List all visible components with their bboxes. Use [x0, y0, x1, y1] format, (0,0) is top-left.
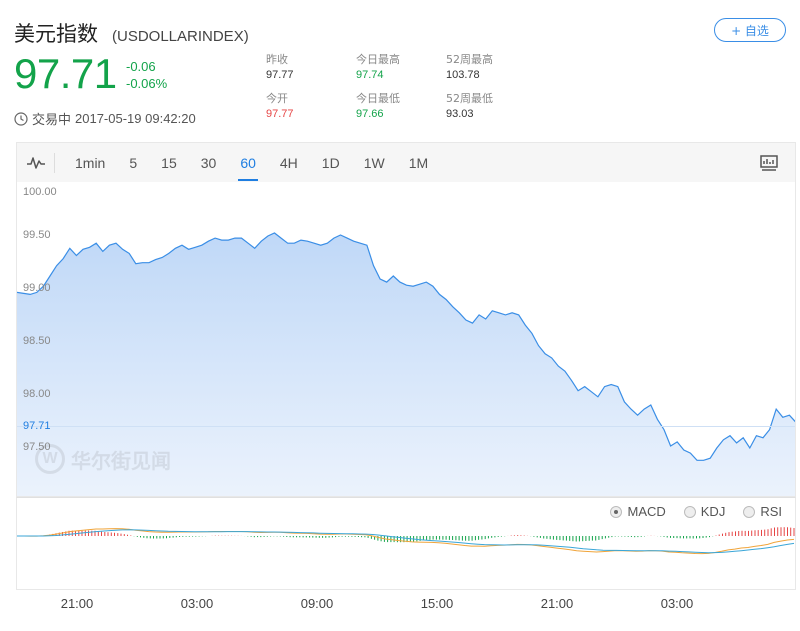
timestamp: 2017-05-19 09:42:20	[75, 111, 196, 126]
current-value-label: 97.71	[23, 420, 51, 432]
stat-value: 103.78	[446, 69, 480, 81]
trading-status: 交易中 2017-05-19 09:42:20	[14, 109, 196, 128]
change-value: -0.06	[126, 59, 156, 74]
indicator-panel	[16, 497, 796, 590]
stat-label: 今日最高	[356, 53, 400, 66]
radio-icon[interactable]	[683, 505, 696, 518]
indicator-rsi[interactable]: RSI	[743, 504, 782, 519]
indicator-label: KDJ	[700, 504, 726, 519]
indicator-label: RSI	[760, 504, 782, 519]
stat-value: 93.03	[446, 108, 474, 120]
indicator-label: MACD	[627, 504, 666, 519]
fullscreen-chart-icon[interactable]	[759, 153, 779, 173]
stat-label: 今开	[266, 92, 288, 105]
tab-4h[interactable]: 4H	[279, 154, 298, 171]
tab-60[interactable]: 60	[228, 143, 268, 183]
x-tick-label: 03:00	[660, 596, 694, 611]
tab-1w[interactable]: 1W	[363, 154, 385, 171]
stat-today-high: 今日最高 97.74	[356, 53, 446, 83]
price-chart[interactable]: 100.00 99.50 99.00 98.50 98.00 97.71 97.…	[16, 182, 796, 497]
stat-value: 97.77	[266, 69, 294, 81]
stat-52w-high: 52周最高 103.78	[446, 53, 536, 83]
stat-open: 今开 97.77	[266, 92, 356, 122]
x-tick-label: 15:00	[420, 596, 454, 611]
add-watchlist-button[interactable]: + 自选	[714, 18, 786, 42]
macd-dea-line	[17, 529, 795, 554]
indicator-macd[interactable]: MACD	[610, 504, 666, 519]
indicator-kdj[interactable]: KDJ	[683, 504, 726, 519]
watermark: W 华尔街见闻	[35, 444, 171, 474]
y-tick-label: 100.00	[23, 186, 57, 198]
tab-1min[interactable]: 1min	[75, 154, 106, 171]
radio-icon[interactable]	[743, 505, 756, 518]
macd-dif-line	[17, 528, 795, 555]
x-tick-label: 09:00	[300, 596, 334, 611]
price-change: -0.06 -0.06%	[126, 58, 167, 92]
stat-label: 52周最高	[446, 53, 493, 66]
watermark-logo-icon: W	[35, 444, 65, 474]
tab-1d[interactable]: 1D	[321, 154, 340, 171]
tab-5[interactable]: 5	[129, 154, 138, 171]
macd-chart	[17, 527, 795, 555]
chart-type-icon[interactable]	[17, 152, 55, 173]
change-percent: -0.06%	[126, 76, 168, 91]
stat-today-low: 今日最低 97.66	[356, 92, 446, 122]
price-chart-svg	[17, 232, 795, 496]
x-axis: 21:00 03:00 09:00 15:00 21:00 03:00	[16, 594, 796, 614]
x-tick-label: 21:00	[540, 596, 574, 611]
current-price: 97.71	[14, 50, 117, 97]
x-tick-label: 21:00	[60, 596, 94, 611]
stat-prev-close: 昨收 97.77	[266, 53, 356, 83]
price-area	[17, 233, 795, 496]
y-tick-label: 98.50	[23, 335, 51, 347]
chart-toolbar: 1min 5 15 30 60 4H 1D 1W 1M	[16, 142, 796, 182]
instrument-name: 美元指数	[14, 22, 98, 46]
instrument-title: 美元指数 (USDOLLARINDEX)	[14, 18, 249, 48]
status-text: 交易中	[32, 113, 72, 128]
x-tick-label: 03:00	[180, 596, 214, 611]
stat-value: 97.74	[356, 69, 384, 81]
price-line	[17, 232, 795, 461]
stat-label: 昨收	[266, 53, 288, 66]
tab-30[interactable]: 30	[200, 154, 217, 171]
clock-icon	[14, 111, 28, 126]
radio-icon[interactable]	[610, 505, 623, 518]
watermark-text: 华尔街见闻	[71, 448, 171, 473]
stat-label: 今日最低	[356, 92, 400, 105]
indicator-selector: MACD KDJ RSI	[610, 504, 782, 519]
stat-value: 97.66	[356, 108, 384, 120]
stat-label: 52周最低	[446, 92, 493, 105]
tab-1m[interactable]: 1M	[408, 154, 429, 171]
stat-value: 97.77	[266, 108, 294, 120]
tab-15[interactable]: 15	[161, 154, 177, 171]
stats-grid: 昨收 97.77 今日最高 97.74 52周最高 103.78 今开 97.7…	[266, 53, 536, 122]
y-tick-label: 99.50	[23, 229, 51, 241]
stat-52w-low: 52周最低 93.03	[446, 92, 536, 122]
y-tick-label: 99.00	[23, 282, 51, 294]
instrument-code: (USDOLLARINDEX)	[112, 28, 249, 45]
y-tick-label: 98.00	[23, 388, 51, 400]
